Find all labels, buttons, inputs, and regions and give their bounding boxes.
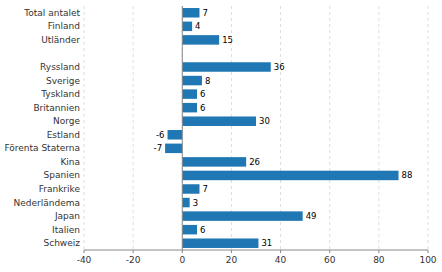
tick-label: 0 [179,255,185,265]
data-label: 36 [274,62,285,72]
category-label: Total antalet [23,8,80,18]
tick [378,250,379,253]
category-label: Italien [52,225,80,235]
data-label: 6 [200,225,205,235]
chart-container: -40 -20 0 20 40 60 80 100 Schweiz Italien Japan Ned… [0,0,442,272]
category-label: Ryssland [40,62,80,72]
data-label: -7 [154,143,162,153]
grid [84,6,428,250]
category-label: Frankrike [39,184,81,194]
bar [182,76,202,85]
bar [182,157,246,166]
data-label: 3 [193,198,198,208]
category-label: Utländer [41,35,80,45]
y-axis: Schweiz Italien Japan Nederländema Frankrike… [4,8,80,248]
tick-label: 20 [226,255,238,265]
tick-label: -40 [77,255,92,265]
data-labels: 31649378826-7-630668361547 [154,8,413,248]
bar [182,62,270,71]
data-label: 8 [205,76,210,86]
category-label: Estland [47,130,80,140]
tick-label: 80 [373,255,385,265]
data-label: 26 [249,157,260,167]
data-label: 7 [202,8,207,18]
tick-label: 60 [324,255,336,265]
data-label: 30 [259,116,270,126]
data-label: 7 [202,184,207,194]
bar [182,103,197,112]
bar [182,211,302,220]
bar [182,225,197,234]
category-label: Kina [60,157,80,167]
bars [165,8,398,248]
bar [182,8,199,17]
category-label: Finland [48,21,80,31]
bar [182,116,256,125]
data-label: 88 [402,170,413,180]
tick [133,250,134,253]
bar [168,130,183,139]
tick [329,250,330,253]
category-label: Japan [54,211,80,221]
data-label: 49 [306,211,317,221]
axis-line [84,250,428,251]
tick [428,250,429,253]
bar [182,184,199,193]
category-label: Tyskland [40,89,80,99]
bar [182,198,189,207]
category-label: Nederländema [14,198,80,208]
category-label: Schweiz [44,238,81,248]
category-label: Norge [53,116,80,126]
bar [182,35,219,44]
tick [182,250,183,253]
bar [182,89,197,98]
grid-line [329,6,330,250]
grid-line [84,6,85,250]
tick-label: 40 [275,255,287,265]
grid-line [133,6,134,250]
bar [165,144,182,153]
category-label: Sverige [46,76,80,86]
data-label: 6 [200,103,205,113]
bar [182,171,398,180]
category-label: Förenta Staterna [4,143,80,153]
tick [231,250,232,253]
x-axis: -40 -20 0 20 40 60 80 100 [77,250,437,265]
grid-line [182,6,183,250]
bar [182,238,258,247]
chart: -40 -20 0 20 40 60 80 100 Schweiz Italien Japan Ned… [0,0,442,272]
data-label: 31 [261,238,272,248]
tick [84,250,85,253]
data-label: 6 [200,89,205,99]
zero-line [182,6,183,250]
tick [280,250,281,253]
data-label: 15 [222,35,233,45]
category-label: Spanien [44,170,80,180]
category-label: Britannien [33,103,80,113]
data-label: 4 [195,21,200,31]
tick-label: -20 [126,255,141,265]
bar [182,22,192,31]
grid-line [378,6,379,250]
data-label: -6 [156,130,164,140]
grid-line [428,6,429,250]
tick-label: 100 [419,255,436,265]
